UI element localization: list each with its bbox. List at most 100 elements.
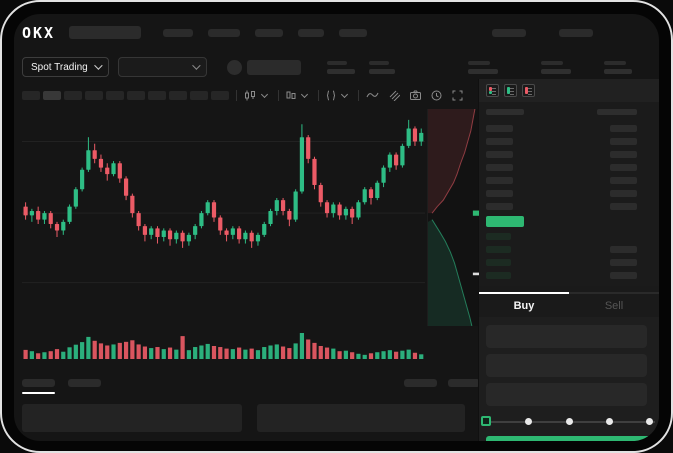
nav-item[interactable] [298, 28, 325, 37]
volume-bar [381, 351, 386, 359]
market-type-dropdown[interactable]: Spot Trading [22, 57, 109, 77]
chevron-down-icon[interactable] [300, 90, 309, 98]
price-column-header [486, 109, 524, 115]
trade-sidebar: Buy Sell [478, 79, 659, 441]
combined-book-icon[interactable] [486, 84, 499, 97]
candle-style-icon[interactable] [244, 90, 256, 101]
candlestick-pane[interactable] [22, 109, 425, 326]
slider-stop[interactable] [525, 418, 533, 425]
volume-bar [180, 336, 185, 359]
timeframe-chip[interactable] [106, 90, 124, 100]
candle-style-alt-icon[interactable] [286, 90, 296, 101]
timeframe-chip[interactable] [127, 90, 145, 100]
volume-bar [280, 346, 286, 359]
draw-tools-icon[interactable] [389, 90, 400, 101]
slider-stop[interactable] [646, 418, 653, 425]
volume-bar [54, 349, 60, 359]
volume-bar [375, 352, 380, 359]
orders-action[interactable] [404, 379, 437, 387]
volume-bar [42, 352, 47, 359]
volume-svg [23, 333, 424, 359]
volume-bar [167, 347, 173, 359]
candle [117, 163, 122, 179]
price-input-skeleton[interactable] [486, 325, 647, 348]
candle [105, 167, 110, 175]
chart-toolbar [14, 89, 478, 101]
nav-right-item[interactable] [559, 28, 593, 37]
amount-slider[interactable] [481, 415, 655, 429]
timeframe-chip[interactable] [169, 90, 187, 100]
timeframe-chip[interactable] [211, 90, 229, 100]
timeframe-chip[interactable] [148, 90, 166, 100]
candle [98, 158, 104, 168]
ask-row[interactable] [486, 148, 637, 161]
orders-action[interactable] [448, 379, 480, 387]
nav-item[interactable] [163, 28, 194, 37]
tab-buy[interactable]: Buy [513, 299, 535, 312]
nav-search-skeleton[interactable] [69, 26, 142, 39]
candle [180, 232, 185, 242]
volume-bar [205, 343, 210, 359]
bid-row[interactable] [486, 243, 637, 256]
candle [23, 206, 28, 216]
divider [318, 89, 319, 101]
orders-tab-actions [404, 379, 480, 387]
orderbook-view-switcher [479, 79, 659, 102]
orders-tab-active[interactable] [22, 379, 55, 394]
bid-row[interactable] [486, 256, 637, 269]
asks-only-icon[interactable] [522, 84, 535, 97]
slider-stop[interactable] [565, 418, 573, 425]
candle [174, 232, 179, 240]
candle [48, 213, 53, 225]
amount-cell-skeleton [610, 272, 637, 279]
chart-type-icon[interactable] [326, 90, 336, 101]
slider-stop[interactable] [605, 418, 613, 425]
ask-row[interactable] [486, 200, 637, 213]
timeframe-chip[interactable] [43, 90, 61, 100]
price-cell-skeleton [486, 246, 511, 253]
timeframe-chip[interactable] [22, 90, 40, 100]
pair-select-dropdown[interactable] [117, 57, 207, 77]
amount-input-skeleton[interactable] [486, 354, 647, 377]
buy-submit-button[interactable] [486, 436, 655, 441]
price-cell-skeleton [486, 151, 513, 158]
nav-item[interactable] [255, 28, 284, 37]
ask-row[interactable] [486, 122, 637, 135]
orderbook-header [486, 109, 637, 115]
ask-row[interactable] [486, 161, 637, 174]
ask-row[interactable] [486, 174, 637, 187]
price-chart[interactable] [14, 109, 479, 326]
tab-sell[interactable]: Sell [604, 299, 624, 312]
settings-clock-icon[interactable] [431, 90, 442, 101]
nav-right-item[interactable] [492, 28, 526, 37]
depth-strip[interactable] [427, 109, 479, 326]
volume-bar [136, 344, 141, 359]
candle [111, 163, 116, 175]
volume-bar [262, 347, 267, 359]
nav-item[interactable] [208, 28, 241, 37]
timeframe-chip[interactable] [190, 90, 208, 100]
total-input-skeleton[interactable] [486, 383, 647, 406]
slider-handle[interactable] [481, 416, 491, 426]
nav-item[interactable] [339, 28, 368, 37]
candle [299, 137, 305, 192]
volume-pane[interactable] [22, 333, 425, 359]
fullscreen-icon[interactable] [452, 90, 463, 101]
bid-row[interactable] [486, 230, 637, 243]
last-price-row[interactable] [486, 216, 637, 227]
candle [306, 137, 311, 159]
ask-row[interactable] [486, 187, 637, 200]
orders-tab[interactable] [68, 379, 101, 387]
camera-icon[interactable] [410, 90, 421, 100]
line-overlay-icon[interactable] [366, 91, 379, 99]
ask-row[interactable] [486, 135, 637, 148]
bids-only-icon[interactable] [504, 84, 517, 97]
timeframe-chip[interactable] [64, 90, 82, 100]
volume-bar [211, 346, 217, 359]
chevron-down-icon[interactable] [260, 90, 269, 98]
orders-row-skeleton [22, 404, 242, 432]
chevron-down-icon[interactable] [340, 90, 349, 98]
timeframe-chip[interactable] [85, 90, 103, 100]
bid-row[interactable] [486, 269, 637, 282]
orders-tabs [14, 379, 480, 394]
